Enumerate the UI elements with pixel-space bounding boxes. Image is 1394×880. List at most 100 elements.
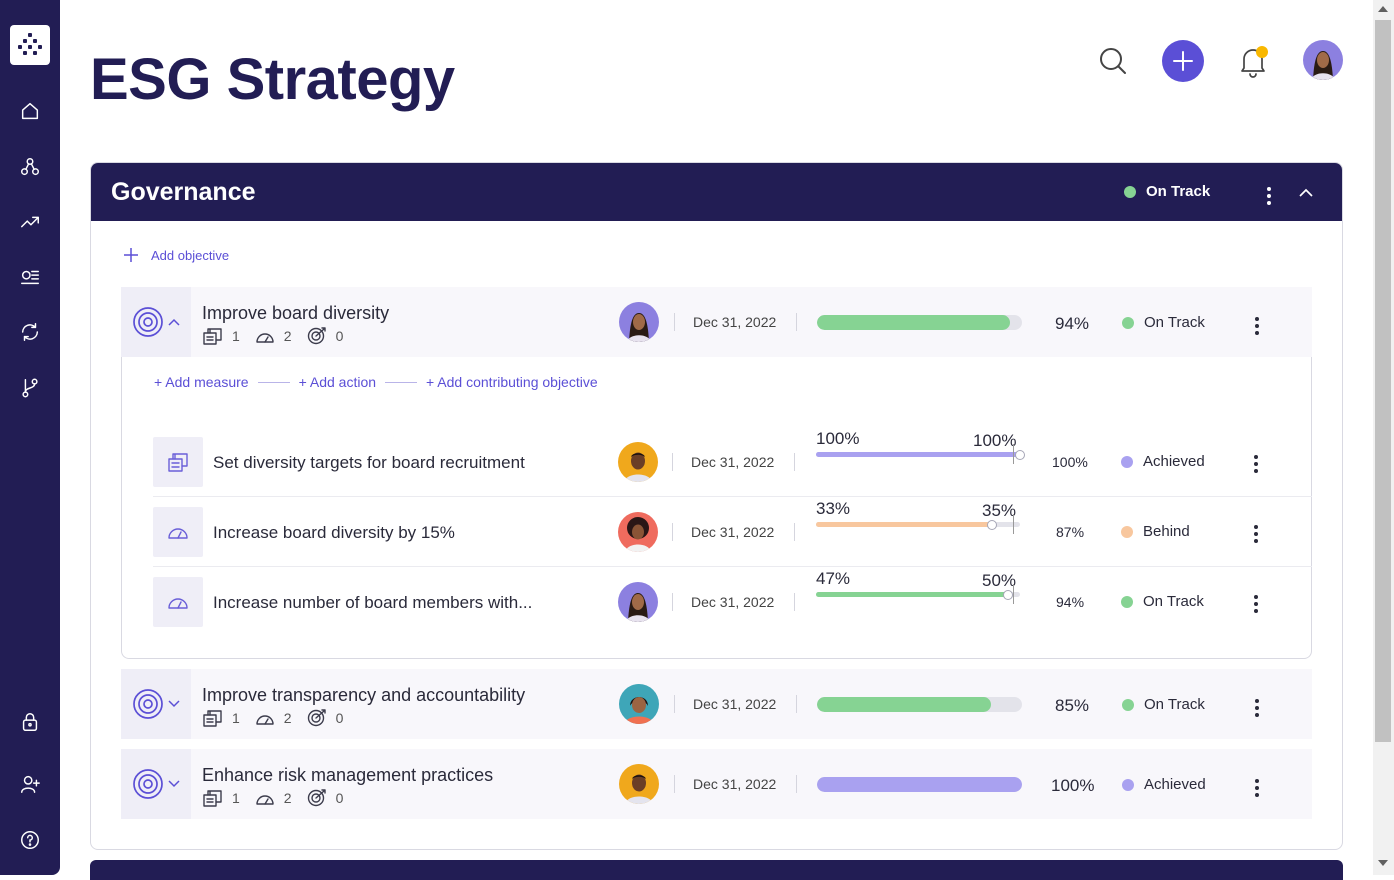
status-badge: On Track — [1122, 314, 1205, 331]
objective-meta: 1 2 0 — [202, 709, 357, 727]
progress-bar — [816, 522, 1020, 527]
measure-row[interactable]: Increase board diversity by 15% Dec 31, … — [153, 497, 1312, 567]
section-status: On Track — [1124, 183, 1210, 200]
measure-row[interactable]: Increase number of board members with...… — [153, 567, 1312, 637]
plus-icon — [1173, 51, 1193, 71]
progress-percent: 85% — [1055, 696, 1090, 715]
gauge-icon — [256, 333, 274, 343]
add-objective-label: Add objective — [151, 247, 230, 263]
contributing-target-icon — [307, 709, 326, 727]
objective-row[interactable]: Improve transparency and accountability … — [121, 669, 1312, 739]
objective-details: + Add measure + Add action + Add contrib… — [121, 357, 1312, 659]
progress-bar — [817, 697, 1022, 712]
status-badge: Achieved — [1122, 776, 1206, 793]
scroll-down-icon[interactable] — [1378, 860, 1388, 866]
section-title: Governance — [111, 178, 256, 206]
home-icon[interactable] — [18, 99, 42, 123]
chevron-down-icon — [168, 700, 180, 708]
help-icon[interactable] — [18, 828, 42, 852]
objective-meta: 1 2 0 — [202, 327, 357, 345]
target-icon — [133, 307, 163, 337]
separator — [796, 313, 797, 331]
progress-percent: 94% — [1055, 314, 1090, 333]
due-date: Dec 31, 2022 — [691, 524, 775, 540]
target-value: 50% — [982, 571, 1017, 590]
due-date: Dec 31, 2022 — [693, 696, 777, 712]
add-measure-link[interactable]: + Add measure — [154, 374, 249, 390]
due-date: Dec 31, 2022 — [691, 594, 775, 610]
target-icon — [133, 689, 163, 719]
add-user-icon[interactable] — [18, 772, 42, 796]
measure-title: Increase board diversity by 15% — [213, 523, 455, 542]
add-contributing-objective-link[interactable]: + Add contributing objective — [426, 374, 598, 390]
progress-bar — [816, 592, 1020, 597]
measure-icon — [203, 328, 222, 345]
progress-percent: 87% — [1056, 524, 1085, 540]
target-icon — [133, 769, 163, 799]
bell-icon[interactable] — [1237, 44, 1269, 78]
actual-value: 33% — [816, 499, 851, 518]
objective-row[interactable]: Improve board diversity 1 2 0 Dec 31, 20… — [121, 287, 1312, 357]
status-badge: Achieved — [1121, 453, 1205, 470]
progress-bar — [816, 452, 1020, 457]
scroll-up-icon[interactable] — [1378, 6, 1388, 12]
gauge-icon — [256, 795, 274, 805]
section-status-label: On Track — [1146, 183, 1211, 200]
progress-bar — [817, 315, 1022, 330]
section-header: Governance On Track — [91, 163, 1342, 221]
sync-icon[interactable] — [18, 320, 42, 344]
measure-row[interactable]: Set diversity targets for board recruitm… — [153, 427, 1312, 497]
status-badge: Behind — [1121, 523, 1190, 540]
measure-menu-icon[interactable] — [1251, 595, 1261, 613]
branch-icon[interactable] — [18, 376, 42, 400]
page-title: ESG Strategy — [90, 47, 455, 112]
add-action-link[interactable]: + Add action — [298, 374, 377, 390]
owner-avatar — [619, 302, 659, 342]
due-date: Dec 31, 2022 — [693, 776, 777, 792]
sidebar — [0, 0, 60, 875]
collapse-section-icon[interactable] — [1299, 185, 1313, 203]
measure-icon — [203, 710, 222, 727]
search-icon[interactable] — [1098, 46, 1128, 76]
measure-icon — [203, 790, 222, 807]
objective-menu-icon[interactable] — [1252, 699, 1262, 717]
measure-menu-icon[interactable] — [1251, 455, 1261, 473]
add-button[interactable] — [1162, 40, 1204, 82]
plus-icon — [124, 248, 138, 262]
actual-value: 47% — [816, 569, 851, 588]
objective-toggle[interactable] — [121, 287, 191, 357]
logo-icon[interactable] — [10, 25, 50, 65]
objective-toggle[interactable] — [121, 669, 191, 739]
objective-meta: 1 2 0 — [202, 789, 357, 807]
objective-menu-icon[interactable] — [1252, 317, 1262, 335]
owner-avatar — [619, 764, 659, 804]
governance-section: Governance On Track Add objective Improv… — [90, 162, 1343, 850]
progress-percent: 100% — [1052, 454, 1088, 470]
objective-menu-icon[interactable] — [1252, 779, 1262, 797]
status-badge: On Track — [1121, 593, 1204, 610]
due-date: Dec 31, 2022 — [691, 454, 775, 470]
lock-icon[interactable] — [18, 710, 42, 734]
objective-title: Enhance risk management practices — [202, 765, 494, 785]
section-menu-icon[interactable] — [1264, 187, 1274, 205]
progress-knob — [1015, 450, 1025, 460]
objective-toggle[interactable] — [121, 749, 191, 819]
owner-avatar — [619, 684, 659, 724]
due-date: Dec 31, 2022 — [693, 314, 777, 330]
user-avatar[interactable] — [1303, 40, 1343, 80]
measure-title: Increase number of board members with... — [213, 593, 533, 612]
separator — [674, 313, 675, 331]
strategy-icon[interactable] — [18, 155, 42, 179]
scrollbar-thumb[interactable] — [1375, 20, 1391, 742]
target-value: 100% — [973, 431, 1017, 450]
owner-avatar — [618, 582, 658, 622]
objective-title: Improve transparency and accountability — [202, 685, 526, 705]
objective-row[interactable]: Enhance risk management practices 1 2 0 … — [121, 749, 1312, 819]
trend-icon[interactable] — [18, 210, 42, 234]
list-icon[interactable] — [18, 265, 42, 289]
add-objective-button[interactable]: Add objective — [123, 247, 229, 263]
status-badge: On Track — [1122, 696, 1205, 713]
chevron-down-icon — [168, 780, 180, 788]
measure-menu-icon[interactable] — [1251, 525, 1261, 543]
progress-fill — [817, 315, 1010, 330]
